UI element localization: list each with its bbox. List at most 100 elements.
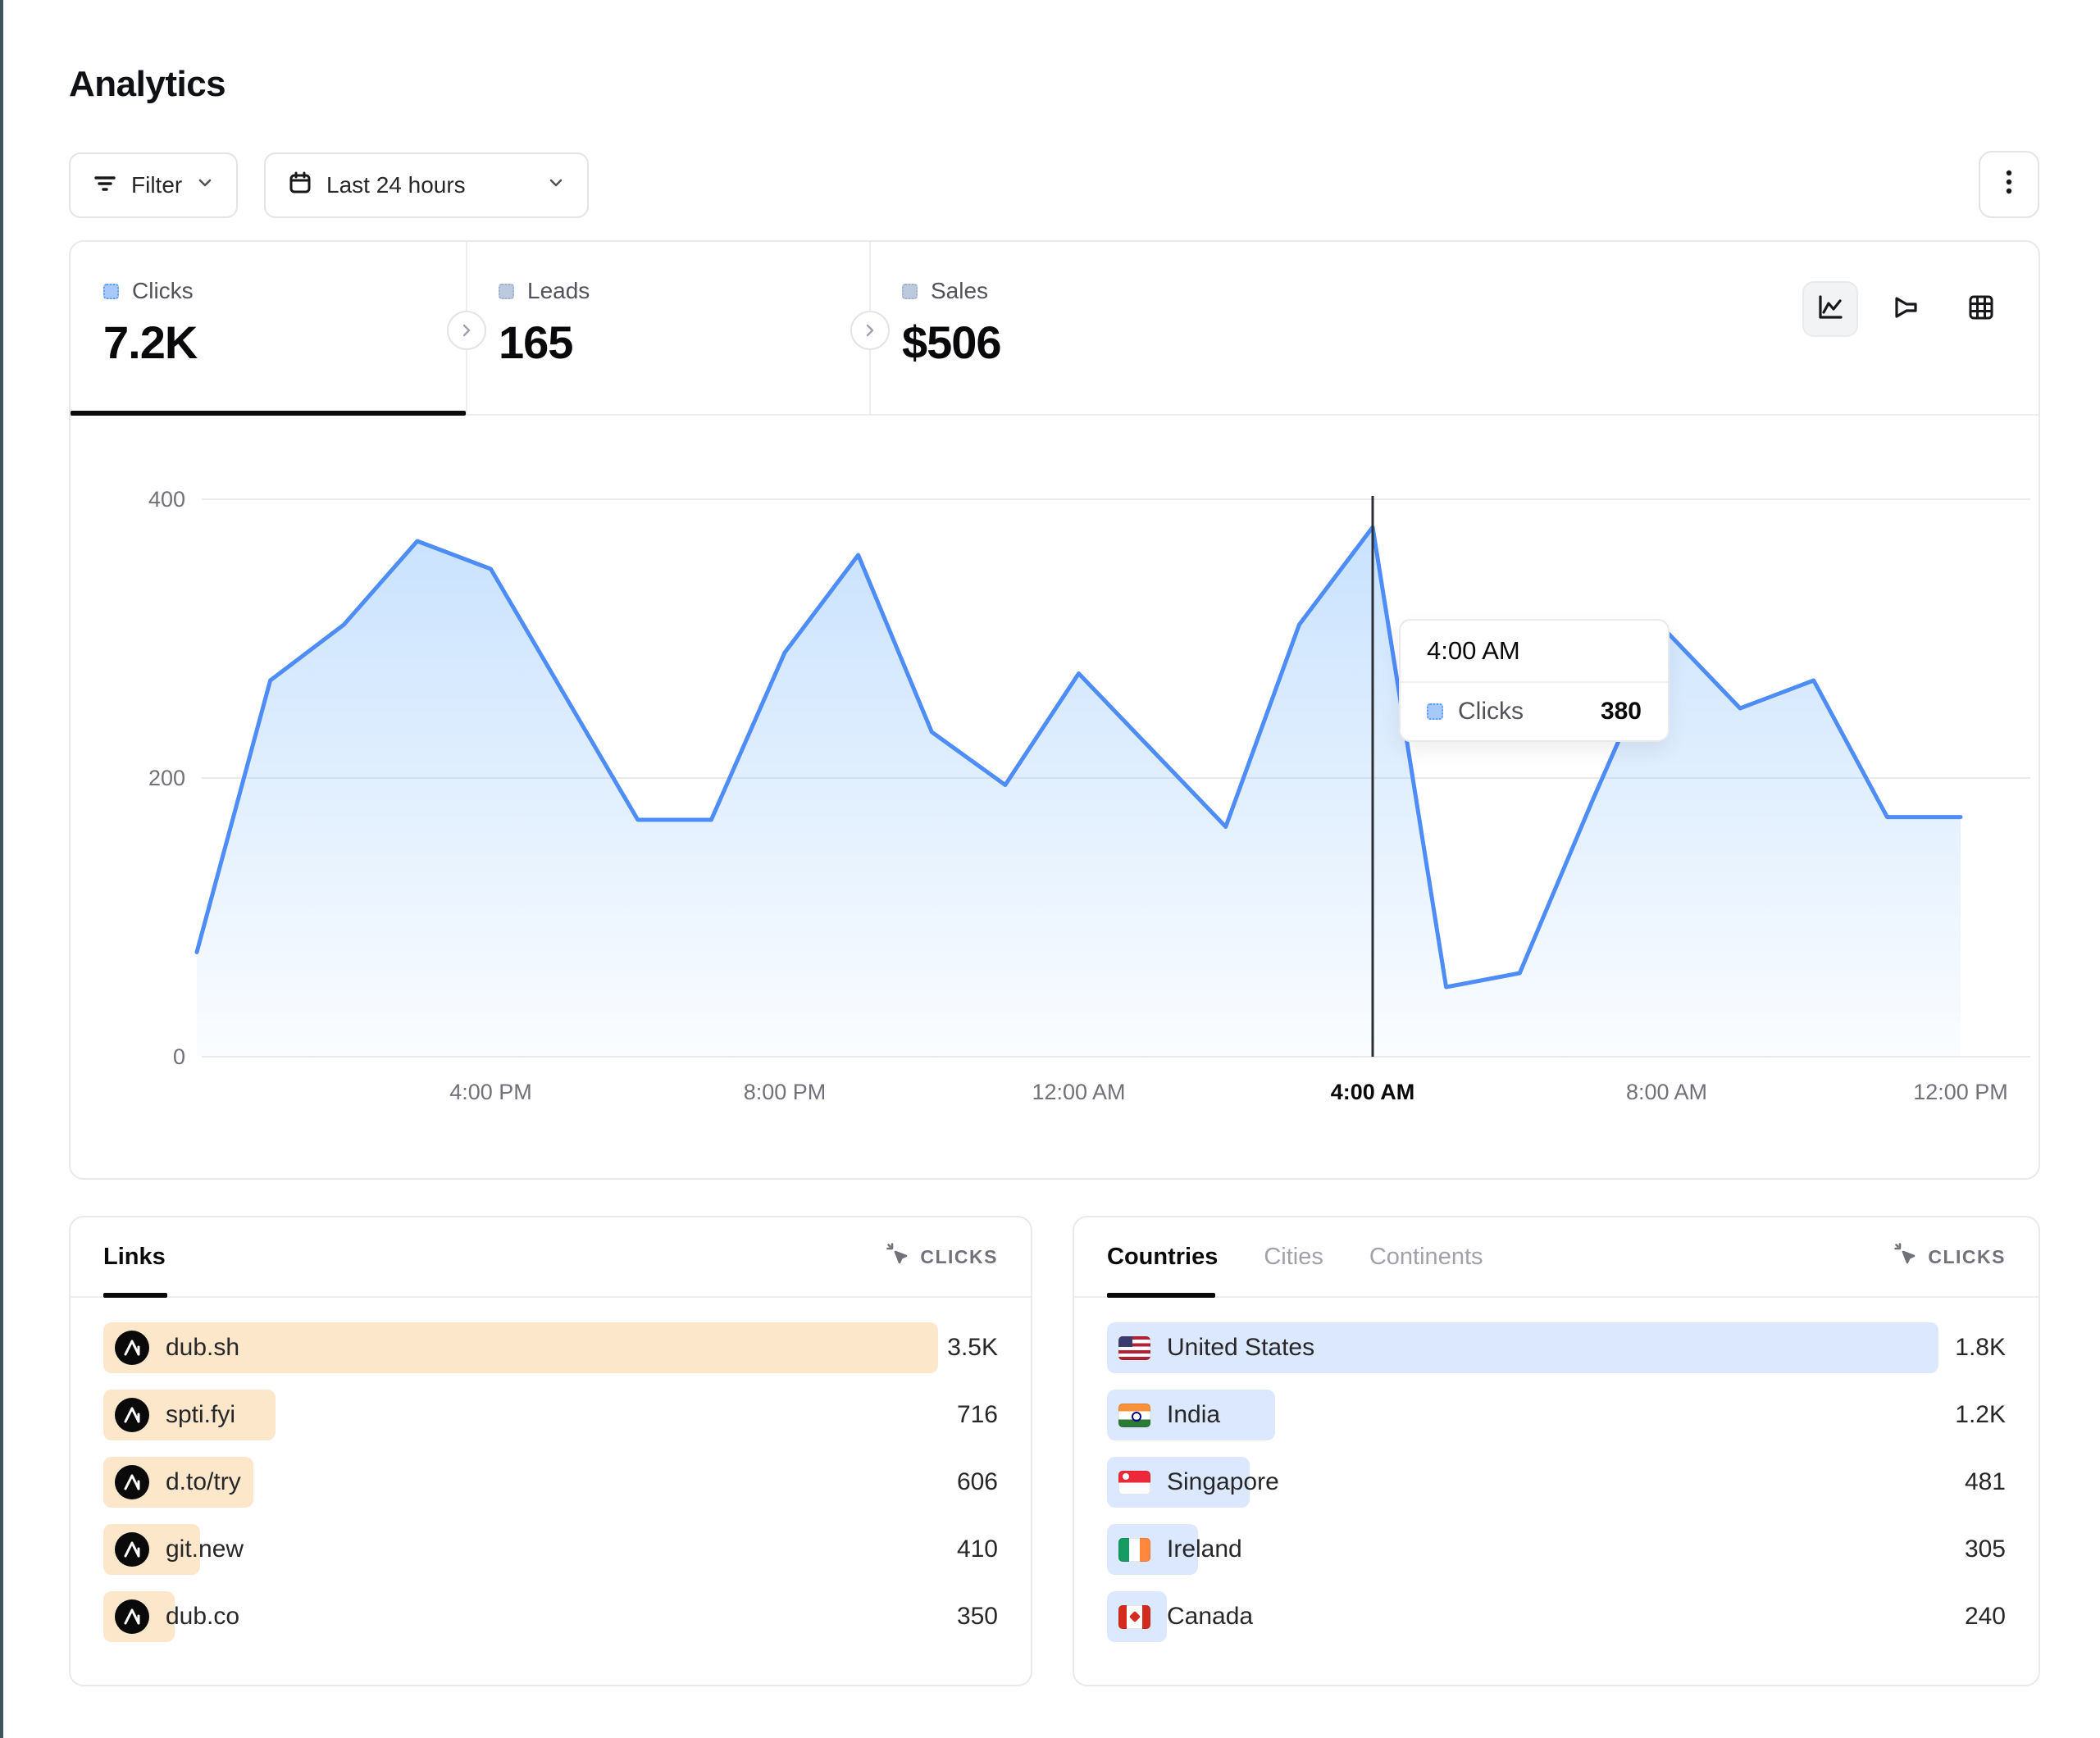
tooltip-series-label: Clicks: [1458, 698, 1524, 725]
sales-swatch-icon: [902, 283, 918, 299]
dub-logo-icon: [115, 1599, 149, 1634]
row-value: 716: [956, 1401, 998, 1428]
tab-links[interactable]: Links: [103, 1243, 166, 1270]
clicks-value: 7.2K: [103, 316, 198, 368]
more-options-button[interactable]: [1979, 151, 2039, 218]
dub-logo-icon: [115, 1331, 149, 1365]
row-label: spti.fyi: [166, 1401, 236, 1428]
calendar-icon: [287, 170, 313, 202]
table-view-button[interactable]: [1953, 281, 2009, 337]
row-value: 481: [1964, 1468, 2006, 1495]
tooltip-value: 380: [1600, 698, 1642, 725]
row-label: Canada: [1167, 1603, 1254, 1630]
funnel-view-button[interactable]: [1878, 281, 1934, 337]
y-tick-label: 0: [173, 1044, 185, 1069]
page-left-edge: [0, 0, 3, 1738]
row-value: 305: [1964, 1536, 2006, 1563]
links-tab-underline: [103, 1293, 167, 1298]
x-tick-label: 4:00 AM: [1331, 1080, 1415, 1104]
chevron-down-icon: [195, 172, 215, 198]
stats-tabs: Clicks 7.2K Leads 165 Sales $506: [71, 242, 2039, 416]
link-row[interactable]: dub.co 350: [103, 1591, 998, 1642]
value-bar: [103, 1322, 938, 1373]
tooltip-series-swatch-icon: [1427, 703, 1443, 720]
dub-logo-icon: [115, 1398, 149, 1432]
filter-button[interactable]: Filter: [69, 152, 239, 218]
x-tick-label: 8:00 AM: [1626, 1080, 1707, 1104]
chart-tooltip: 4:00 AM Clicks 380: [1399, 619, 1670, 742]
country-row[interactable]: United States 1.8K: [1107, 1322, 2006, 1373]
dub-logo-icon: [115, 1465, 149, 1499]
chevron-down-icon: [546, 172, 566, 198]
link-row[interactable]: git.new 410: [103, 1524, 998, 1575]
page-title: Analytics: [69, 64, 226, 104]
y-tick-label: 400: [148, 487, 185, 512]
date-range-label: Last 24 hours: [326, 172, 466, 198]
row-label: Ireland: [1167, 1536, 1242, 1563]
leads-value: 165: [499, 316, 573, 368]
funnel-chart-icon: [1891, 293, 1920, 326]
value-bar: [1107, 1322, 1938, 1373]
expand-leads-button[interactable]: [850, 311, 890, 350]
tab-leads[interactable]: Leads 165: [466, 242, 869, 414]
row-label: git.new: [166, 1536, 244, 1563]
countries-panel: Countries Cities Continents CLICKS Unite…: [1073, 1216, 2040, 1686]
country-row[interactable]: Canada 240: [1107, 1591, 2006, 1642]
clicks-area-chart[interactable]: 0 200 400 4:00 PM 8:00 PM 12:00 AM 4:00 AM 8:00…: [71, 416, 2039, 1178]
row-label: dub.co: [166, 1603, 240, 1630]
link-row[interactable]: d.to/try 606: [103, 1457, 998, 1508]
links-metric-label: CLICKS: [920, 1245, 998, 1267]
country-row[interactable]: Ireland 305: [1107, 1524, 2006, 1575]
leads-label: Leads: [527, 278, 590, 303]
row-value: 350: [956, 1603, 998, 1630]
kebab-icon: [1998, 168, 2020, 202]
sg-flag-icon: [1118, 1470, 1150, 1495]
ca-flag-icon: [1118, 1604, 1150, 1629]
row-label: India: [1167, 1401, 1221, 1428]
links-panel: Links CLICKS dub.sh 3.5K spti.fyi 716 d.to/t…: [69, 1216, 1032, 1686]
line-chart-icon: [1815, 293, 1845, 326]
leads-swatch-icon: [499, 283, 514, 299]
tooltip-time: 4:00 AM: [1401, 621, 1668, 683]
row-label: dub.sh: [166, 1334, 240, 1361]
tab-clicks[interactable]: Clicks 7.2K: [71, 242, 466, 414]
row-value: 240: [1964, 1603, 2006, 1630]
active-tab-underline: [71, 411, 466, 416]
cursor-click-icon: [886, 1242, 910, 1272]
link-row[interactable]: dub.sh 3.5K: [103, 1322, 998, 1373]
country-row[interactable]: Singapore 481: [1107, 1457, 2006, 1508]
us-flag-icon: [1118, 1335, 1150, 1360]
link-row[interactable]: spti.fyi 716: [103, 1390, 998, 1440]
x-tick-label: 12:00 PM: [1913, 1080, 2008, 1104]
sales-value: $506: [902, 316, 1002, 368]
tab-cities[interactable]: Cities: [1264, 1243, 1323, 1270]
dub-logo-icon: [115, 1532, 149, 1567]
links-metric-toggle[interactable]: CLICKS: [886, 1242, 998, 1272]
row-value: 1.8K: [1955, 1334, 2006, 1361]
x-tick-label: 4:00 PM: [449, 1080, 532, 1104]
analytics-card: Clicks 7.2K Leads 165 Sales $506: [69, 240, 2040, 1180]
line-chart-view-button[interactable]: [1802, 281, 1858, 337]
expand-clicks-button[interactable]: [447, 311, 486, 350]
date-range-button[interactable]: Last 24 hours: [264, 152, 589, 218]
countries-metric-toggle[interactable]: CLICKS: [1893, 1242, 2006, 1272]
clicks-label: Clicks: [132, 278, 194, 303]
tab-sales[interactable]: Sales $506: [869, 242, 2039, 414]
countries-metric-label: CLICKS: [1928, 1245, 2006, 1267]
row-label: Singapore: [1167, 1468, 1279, 1495]
cursor-click-icon: [1893, 1242, 1918, 1272]
filter-button-label: Filter: [131, 172, 183, 198]
tab-continents[interactable]: Continents: [1369, 1243, 1483, 1270]
grid-icon: [1966, 293, 1996, 326]
tab-countries[interactable]: Countries: [1107, 1243, 1219, 1270]
row-value: 3.5K: [947, 1334, 998, 1361]
filter-icon: [92, 170, 118, 202]
x-tick-label: 12:00 AM: [1032, 1080, 1125, 1104]
y-tick-label: 200: [148, 766, 185, 790]
ie-flag-icon: [1118, 1537, 1150, 1562]
area-fill: [197, 527, 1961, 1057]
country-row[interactable]: India 1.2K: [1107, 1390, 2006, 1440]
sales-label: Sales: [931, 278, 989, 303]
row-label: d.to/try: [166, 1468, 241, 1495]
clicks-swatch-icon: [103, 283, 119, 299]
